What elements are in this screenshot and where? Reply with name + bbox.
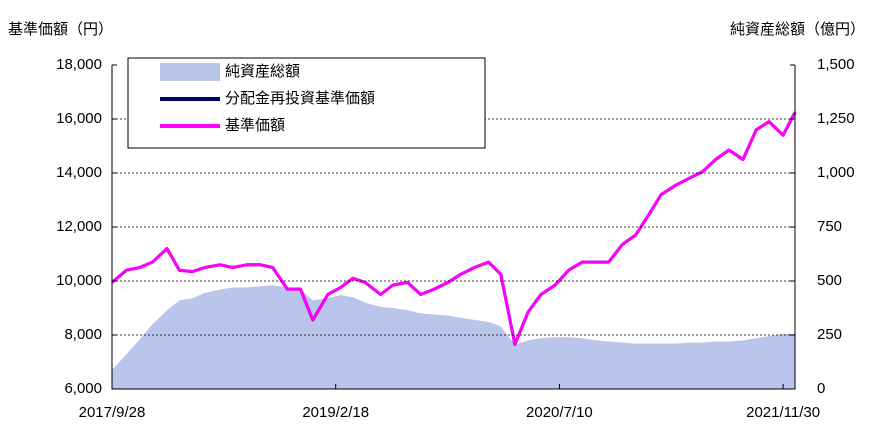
legend-label: 純資産総額 (225, 63, 300, 80)
x-tick-label: 2020/7/10 (526, 404, 593, 421)
y-tick-label: 16,000 (56, 110, 102, 127)
area (112, 285, 795, 389)
y2-tick-label: 1,000 (817, 164, 855, 181)
legend-label: 分配金再投資基準価額 (225, 90, 375, 107)
y2-tick-label: 500 (817, 272, 842, 289)
y-tick-label: 12,000 (56, 218, 102, 235)
y-tick-label: 6,000 (64, 380, 102, 397)
y-axis-label: 基準価額（円） (8, 21, 113, 38)
x-tick-label: 2021/11/30 (746, 404, 820, 421)
y2-tick-label: 1,500 (817, 56, 855, 73)
y-tick-label: 8,000 (64, 326, 102, 343)
x-tick-label: 2019/2/18 (302, 404, 369, 421)
y-tick-label: 14,000 (56, 164, 102, 181)
y2-tick-label: 1,250 (817, 110, 855, 127)
legend-label: 基準価額 (225, 117, 285, 134)
y-tick-label: 10,000 (56, 272, 102, 289)
y2-axis-label: 純資産総額（億円） (730, 21, 865, 38)
y-tick-label: 18,000 (56, 56, 102, 73)
x-tick-label: 2017/9/28 (79, 404, 146, 421)
y2-tick-label: 250 (817, 326, 842, 343)
y2-tick-label: 750 (817, 218, 842, 235)
line (111, 111, 797, 346)
y2-tick-label: 0 (817, 380, 825, 397)
legend-swatch (160, 63, 220, 81)
plot-frame (111, 65, 796, 390)
